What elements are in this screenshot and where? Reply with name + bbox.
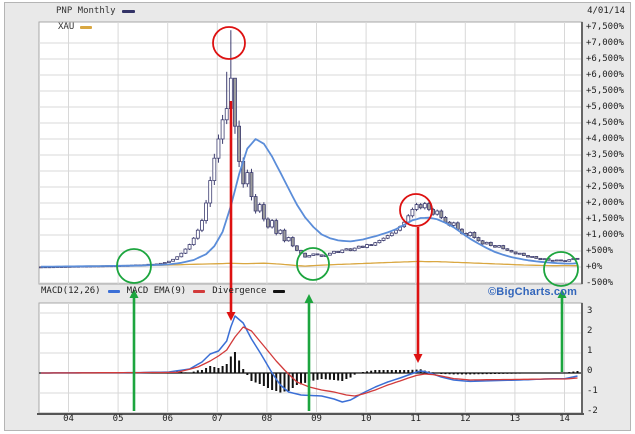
- bigcharts-watermark: ©BigCharts.com: [488, 286, 578, 298]
- chart-date: 4/01/14: [587, 6, 625, 16]
- annotation-green-arrow-head: [557, 289, 567, 298]
- price-tick-label: +1,500%: [586, 214, 624, 224]
- x-tick-label: 04: [63, 414, 74, 424]
- annotation-green-circle: [296, 247, 330, 281]
- macd-ema-label: MACD EMA(9): [126, 286, 187, 296]
- x-tick-label: 08: [261, 414, 273, 424]
- price-tick-label: +2,000%: [586, 198, 624, 208]
- divergence-legend-dash-icon: [273, 289, 286, 293]
- macd-legend: MACD(12,26) MACD EMA(9) Divergence: [41, 286, 286, 296]
- chart-widget: PNP Monthly 4/01/14 XAU MACD(12,26) MACD…: [4, 2, 631, 431]
- price-tick-label: +4,500%: [586, 118, 624, 128]
- price-tick-label: +6,500%: [586, 54, 624, 64]
- price-tick-label: +500%: [586, 246, 614, 256]
- annotation-green-arrow-head: [304, 294, 314, 303]
- x-tick-label: 13: [509, 414, 521, 424]
- price-tick-label: +7,000%: [586, 38, 624, 48]
- x-tick-label: 12: [459, 414, 471, 424]
- price-tick-label: +7,500%: [586, 22, 624, 32]
- x-tick-label: 07: [211, 414, 223, 424]
- macd-tick-label: -1: [587, 386, 598, 396]
- annotations: [116, 26, 579, 411]
- macd-tick-label: -2: [587, 406, 598, 416]
- annotation-green-circle: [543, 251, 579, 287]
- annotation-red-arrow-head: [413, 354, 423, 363]
- price-tick-label: -500%: [586, 278, 614, 288]
- xau-legend: XAU: [58, 22, 93, 32]
- chart-canvas: [37, 21, 584, 415]
- x-tick-label: 10: [360, 414, 372, 424]
- macd-legend-dash-icon: [107, 289, 120, 293]
- symbol-row: PNP Monthly: [56, 6, 135, 16]
- x-tick-label: 09: [311, 414, 322, 424]
- xau-legend-dash-icon: [80, 25, 93, 29]
- macd-panel: [38, 302, 583, 414]
- price-ma-line: [40, 138, 578, 268]
- x-tick-label: 06: [162, 414, 174, 424]
- price-tick-label: +4,000%: [586, 134, 624, 144]
- price-tick-label: +3,000%: [586, 166, 624, 176]
- macd-tick-label: 3: [587, 306, 593, 316]
- price-tick-label: +6,000%: [586, 70, 624, 80]
- price-tick-label: +3,500%: [586, 150, 624, 160]
- macd-label: MACD(12,26): [41, 286, 101, 296]
- x-tick-label: 11: [410, 414, 422, 424]
- price-tick-label: +2,500%: [586, 182, 624, 192]
- macd-ema-legend-dash-icon: [193, 289, 206, 293]
- annotation-red-arrow-head: [226, 312, 236, 321]
- price-panel: [38, 21, 583, 285]
- annotation-green-arrow-head: [129, 289, 139, 298]
- annotation-red-circle: [399, 193, 433, 227]
- macd-tick-label: 0: [587, 366, 593, 376]
- xau-label: XAU: [58, 22, 75, 32]
- macd-histogram: [167, 352, 579, 393]
- annotation-red-circle: [212, 26, 246, 60]
- price-tick-label: +5,500%: [586, 86, 624, 96]
- price-tick-label: +0%: [586, 262, 603, 272]
- divergence-label: Divergence: [212, 286, 267, 296]
- x-tick-label: 14: [559, 414, 570, 424]
- x-tick-label: 05: [112, 414, 124, 424]
- price-tick-label: +5,000%: [586, 102, 624, 112]
- symbol-legend-dash-icon: [121, 9, 135, 13]
- grid-lines: [39, 22, 582, 413]
- price-tick-label: +1,000%: [586, 230, 624, 240]
- macd-tick-label: 2: [587, 326, 593, 336]
- annotation-green-circle: [116, 248, 152, 284]
- macd-tick-label: 1: [587, 346, 593, 356]
- symbol-label: PNP Monthly: [56, 6, 116, 16]
